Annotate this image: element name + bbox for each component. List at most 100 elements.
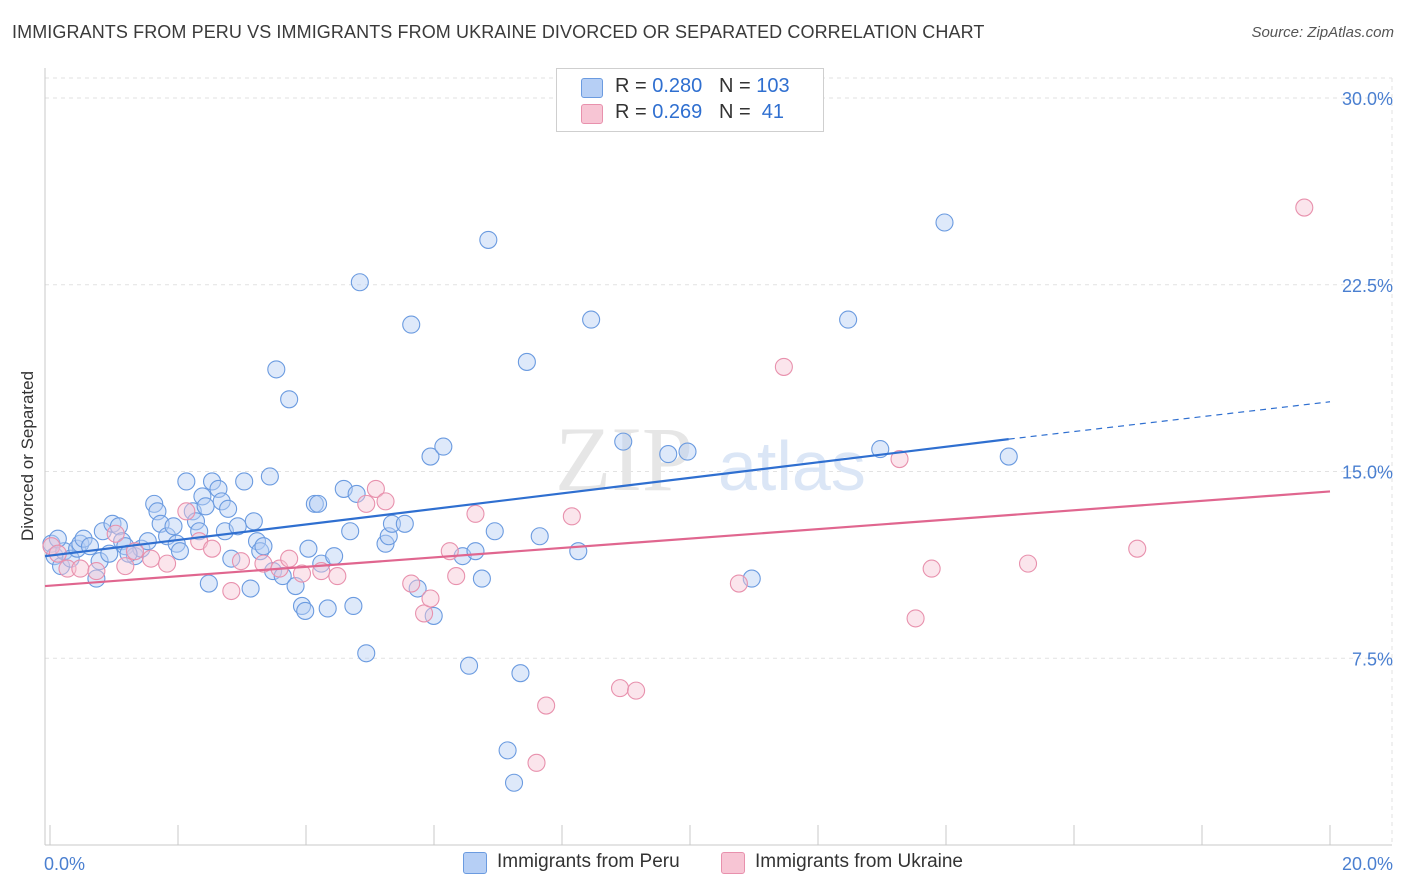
legend-n-value-ukraine: 41 [756, 101, 785, 123]
ukraine-point [116, 557, 135, 576]
legend-n-value-peru: 103 [756, 75, 790, 97]
peru-point [177, 472, 196, 491]
y-tick-label: 22.5% [1342, 276, 1393, 296]
ukraine-point [447, 567, 466, 586]
legend-r-label: R = [615, 101, 653, 123]
peru-point [74, 529, 93, 548]
ukraine-point [231, 552, 251, 571]
series-ukraine-points [42, 198, 1314, 772]
peru-point [511, 664, 530, 683]
peru-point [678, 442, 697, 461]
trend-line-ukraine [44, 490, 1331, 588]
y-axis-label: Divorced or Separated [18, 371, 37, 541]
peru-point [569, 542, 588, 561]
legend-n-label: N = [718, 101, 757, 123]
legend-swatch-ukraine [581, 104, 603, 124]
peru-point [350, 273, 369, 292]
legend-n-label: N = [718, 75, 757, 97]
peru-point [193, 487, 212, 506]
peru-point [186, 512, 206, 531]
trend-lines [44, 401, 1331, 588]
peru-point [434, 437, 453, 456]
ukraine-point [774, 357, 793, 376]
x-tick-label: 20.0% [1342, 854, 1393, 874]
peru-point [614, 432, 633, 451]
peru-point [479, 230, 498, 249]
ukraine-point [906, 609, 925, 628]
ukraine-point [357, 494, 376, 513]
peru-point [504, 773, 524, 792]
ukraine-point [376, 492, 395, 511]
peru-point [244, 512, 263, 531]
ukraine-point [890, 449, 909, 469]
ukraine-point [58, 559, 77, 578]
peru-point [382, 514, 402, 533]
ukraine-point [527, 753, 546, 772]
peru-point [659, 445, 678, 464]
peru-point [280, 390, 299, 409]
bottom-legend-label-peru: Immigrants from Peru [497, 851, 680, 872]
watermark: ZIP atlas [555, 408, 866, 510]
peru-point [299, 539, 318, 558]
peru-point [48, 529, 67, 548]
ukraine-point [87, 562, 106, 581]
watermark-zip: ZIP [555, 408, 693, 510]
ukraine-point [177, 502, 196, 521]
peru-point [395, 514, 414, 533]
peru-point [254, 537, 273, 556]
ukraine-point [141, 549, 161, 568]
y-tick-label: 30.0% [1342, 89, 1393, 109]
ukraine-point [280, 549, 299, 568]
ukraine-point [1128, 539, 1147, 558]
peru-point [170, 542, 189, 561]
ukraine-point [71, 559, 90, 578]
peru-point [341, 522, 360, 541]
peru-point [472, 569, 491, 588]
peru-point [421, 447, 440, 466]
peru-point [318, 599, 337, 618]
peru-point [219, 499, 238, 518]
trend-line-peru [44, 438, 1009, 558]
peru-point [325, 547, 344, 566]
peru-point [235, 472, 254, 491]
peru-point [582, 310, 601, 329]
ukraine-point [222, 581, 241, 601]
peru-point [485, 522, 504, 541]
peru-point [164, 517, 183, 536]
ukraine-point [1018, 554, 1038, 573]
axes [44, 68, 1392, 846]
ukraine-point [922, 559, 941, 578]
bottom-legend-label-ukraine: Immigrants from Ukraine [755, 851, 963, 872]
trend-line-peru-extension [1008, 401, 1331, 440]
ukraine-point [125, 542, 144, 561]
ukraine-point [158, 554, 177, 573]
y-tick-label: 7.5% [1352, 649, 1393, 669]
ukraine-point [106, 524, 125, 543]
peru-point [517, 352, 536, 371]
peru-point [459, 656, 479, 675]
peru-point [357, 644, 376, 663]
bottom-legend-swatch-ukraine [721, 852, 745, 874]
ukraine-point [729, 574, 748, 593]
ukraine-point [292, 564, 312, 583]
peru-point [347, 484, 366, 503]
legend: R = 0.280 N = 103 R = 0.269 N = 41 [556, 68, 824, 132]
legend-row-peru: R = 0.280 N = 103 [581, 75, 790, 101]
legend-r-value-peru: 0.280 [652, 75, 703, 97]
peru-point [241, 579, 260, 598]
peru-point [90, 552, 109, 571]
ukraine-point [328, 567, 347, 586]
tick-labels: 7.5% 15.0% 22.5% 30.0% 0.0% 20.0% [44, 89, 1393, 874]
series-peru-points [42, 213, 1018, 792]
peru-point [196, 497, 215, 516]
ukraine-point [203, 539, 222, 558]
bottom-legend-swatch-peru [463, 852, 487, 874]
peru-point [309, 494, 328, 513]
chart-title: IMMIGRANTS FROM PERU VS IMMIGRANTS FROM … [12, 22, 985, 42]
peru-point [138, 532, 157, 551]
peru-point [999, 447, 1018, 466]
legend-swatch-peru [581, 78, 603, 98]
legend-row-ukraine: R = 0.269 N = 41 [581, 101, 784, 127]
peru-point [212, 492, 231, 511]
